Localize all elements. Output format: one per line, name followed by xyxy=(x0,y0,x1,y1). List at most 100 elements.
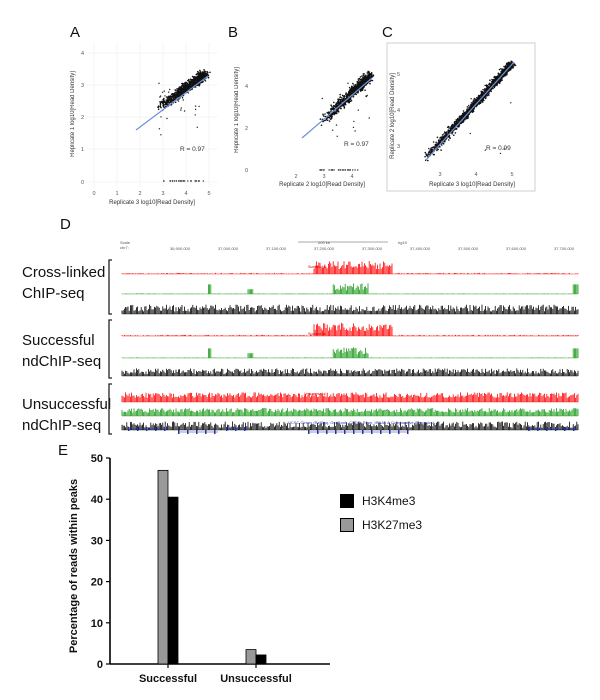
panel-letter-c: C xyxy=(382,24,393,41)
scatter-point xyxy=(202,76,205,79)
coordinate-labels: 36,900,000 37,000,000 37,100,000 37,200,000… xyxy=(170,246,575,251)
track-group-label-cross-linked: Cross-linked ChIP-seq xyxy=(22,262,105,304)
scatter-point xyxy=(339,98,342,101)
scatter-point xyxy=(166,99,168,102)
scatter-point xyxy=(501,77,503,80)
scatter-point xyxy=(325,119,327,122)
scatter-point xyxy=(444,141,446,143)
scatter-point xyxy=(350,87,353,89)
scatter-point xyxy=(328,116,331,119)
scatter-point xyxy=(180,93,183,95)
scatter-point xyxy=(162,101,164,104)
plot-a-xlabel: Replicate 3 log10[Read Density] xyxy=(109,200,195,206)
scatter-point xyxy=(348,91,351,94)
scatter-zero-point xyxy=(320,169,322,171)
scatter-point xyxy=(359,83,361,85)
plot-b-points xyxy=(319,70,375,137)
scatter-outlier xyxy=(484,149,486,151)
scatter-point xyxy=(192,82,195,84)
scatter-point xyxy=(490,81,493,83)
scatter-point xyxy=(449,127,452,130)
scatter-zero-point xyxy=(344,169,346,171)
scatter-point xyxy=(333,101,335,104)
scatter-point xyxy=(500,78,502,81)
y-tick-label: 2 xyxy=(245,126,248,132)
scatter-point xyxy=(357,78,360,80)
scatter-point xyxy=(339,101,342,104)
scatter-point xyxy=(484,84,486,87)
scatter-point xyxy=(441,137,443,140)
scatter-point xyxy=(370,72,373,74)
scatter-outlier xyxy=(159,96,161,98)
scatter-point xyxy=(498,82,501,85)
scatter-point xyxy=(181,91,183,93)
scatter-point xyxy=(345,95,347,98)
scatter-point xyxy=(502,75,504,78)
y-tick-label: 4 xyxy=(397,108,400,114)
scatter-point xyxy=(351,90,353,93)
plot-a-x-ticks: 0 1 2 3 4 5 xyxy=(92,191,210,197)
scatter-point xyxy=(480,93,483,95)
scatter-outlier xyxy=(357,109,359,111)
scatter-point xyxy=(444,135,447,137)
scatter-point xyxy=(180,89,183,91)
scatter-outlier xyxy=(183,110,186,112)
scatter-point xyxy=(183,87,185,89)
scatter-outlier xyxy=(357,82,359,84)
scatter-point xyxy=(510,66,512,69)
scatter-point xyxy=(432,141,435,143)
scatter-point xyxy=(442,135,445,138)
scatter-point xyxy=(166,97,169,100)
scatter-point xyxy=(473,102,475,104)
scatter-outlier xyxy=(352,126,355,129)
scatter-point xyxy=(159,103,162,105)
scatter-point xyxy=(450,127,453,130)
scatter-point xyxy=(448,127,450,129)
scatter-point xyxy=(498,68,501,71)
scatter-point xyxy=(183,84,186,87)
scatter-point xyxy=(207,76,210,79)
scatter-point xyxy=(439,137,441,139)
plot-a-area xyxy=(86,41,218,186)
scatter-plot-c: R = 0.99 3 4 5 3 4 5 Replicate 3 log10[Read … xyxy=(386,42,536,192)
scatter-point xyxy=(330,108,332,110)
scatter-point xyxy=(170,93,173,95)
scatter-zero-point xyxy=(194,180,196,182)
scatter-point xyxy=(191,78,194,81)
scatter-point xyxy=(323,119,325,122)
scatter-point xyxy=(194,86,197,88)
scatter-point xyxy=(359,84,361,86)
scatter-point xyxy=(466,110,468,113)
scatter-point xyxy=(437,139,440,141)
plot-a-fit-line xyxy=(135,75,209,131)
scatter-point xyxy=(367,75,369,78)
scatter-outlier xyxy=(337,110,339,112)
scatter-point xyxy=(485,97,487,99)
scatter-outlier xyxy=(160,116,162,118)
scatter-point xyxy=(159,105,162,107)
scatter-point xyxy=(441,144,443,146)
scatter-point xyxy=(163,97,165,100)
scatter-point xyxy=(350,100,353,102)
scatter-point xyxy=(503,73,506,76)
scatter-outlier xyxy=(196,126,198,128)
scatter-point xyxy=(170,99,172,101)
scatter-zero-point xyxy=(163,180,165,182)
scatter-point xyxy=(443,131,446,133)
scatter-point xyxy=(455,120,457,123)
scatter-zero-point xyxy=(352,169,354,171)
scatter-point xyxy=(340,107,342,109)
scatter-point xyxy=(425,154,428,156)
scatter-point xyxy=(188,81,190,84)
scatter-point xyxy=(350,98,352,100)
scatter-point xyxy=(199,71,202,74)
scatter-point xyxy=(187,87,189,89)
scatter-point xyxy=(494,79,496,81)
scatter-outlier xyxy=(366,94,368,97)
scatter-point xyxy=(453,124,456,126)
scatter-point xyxy=(196,77,198,79)
scatter-point xyxy=(338,101,340,103)
coordinate-label: 37,200,000 xyxy=(314,246,335,251)
scatter-zero-point xyxy=(342,169,344,171)
scatter-point xyxy=(436,149,438,152)
